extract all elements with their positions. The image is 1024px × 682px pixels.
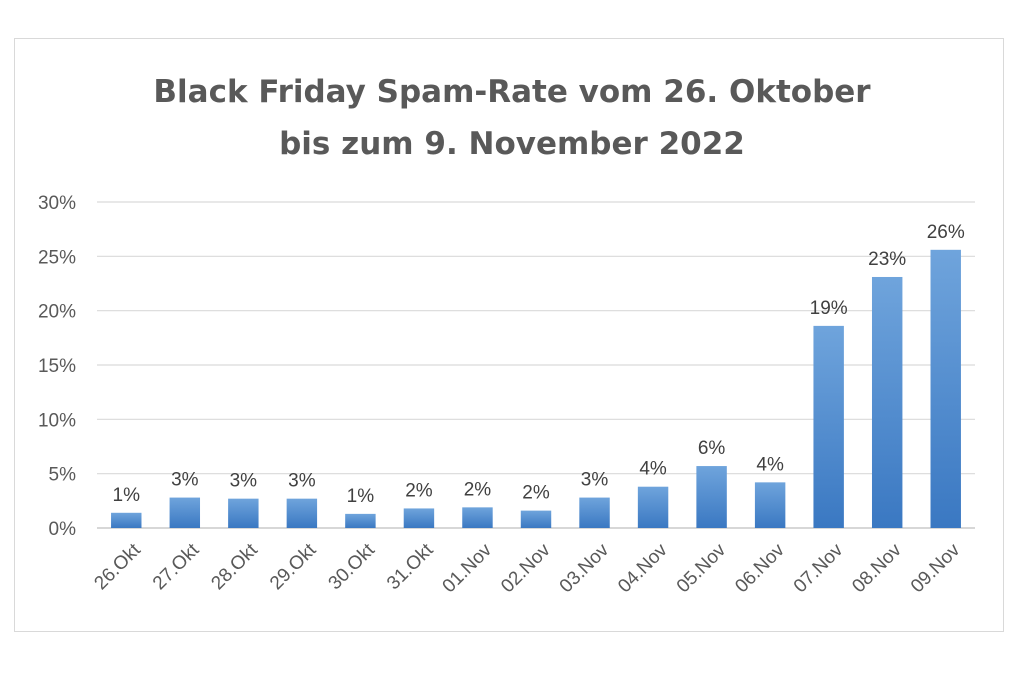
data-label: 2%	[522, 483, 550, 504]
x-tick-label: 09.Nov	[907, 539, 965, 597]
y-tick-label: 5%	[49, 465, 77, 486]
data-label: 4%	[639, 459, 667, 480]
x-tick-label: 31.Okt	[383, 539, 438, 594]
data-label: 3%	[581, 470, 609, 491]
x-tick-label: 07.Nov	[790, 539, 848, 597]
y-tick-label: 10%	[38, 410, 76, 431]
bar	[579, 497, 610, 528]
bar	[169, 497, 201, 528]
x-tick-label: 04.Nov	[614, 539, 672, 597]
x-tick-label: 01.Nov	[439, 539, 497, 597]
x-tick-label: 02.Nov	[497, 539, 555, 597]
x-tick-label: 03.Nov	[556, 539, 614, 597]
bar	[403, 508, 435, 528]
bar	[696, 466, 727, 528]
bar	[345, 513, 376, 528]
data-label: 3%	[230, 471, 258, 492]
y-tick-label: 0%	[49, 519, 77, 540]
bar	[813, 325, 844, 528]
bar	[930, 249, 961, 528]
y-tick-label: 20%	[38, 302, 76, 323]
x-tick-label: 28.Okt	[207, 539, 262, 594]
data-label: 2%	[464, 479, 492, 500]
x-tick-label: 29.Okt	[266, 539, 321, 594]
bar	[111, 512, 142, 528]
data-label: 3%	[171, 470, 199, 491]
data-label: 4%	[756, 454, 784, 475]
bar	[754, 482, 786, 528]
data-label: 23%	[868, 249, 906, 270]
data-label: 19%	[810, 298, 848, 319]
bar	[286, 498, 318, 528]
bar	[871, 276, 903, 528]
bar	[637, 486, 669, 528]
x-tick-label: 06.Nov	[731, 539, 789, 597]
data-label: 26%	[927, 222, 965, 243]
bar	[520, 510, 552, 528]
bar	[462, 507, 493, 528]
data-label: 2%	[405, 480, 433, 501]
data-label: 3%	[288, 471, 316, 492]
y-tick-label: 15%	[38, 356, 76, 377]
y-tick-label: 25%	[38, 247, 76, 268]
chart-title: Black Friday Spam-Rate vom 26. Oktober b…	[153, 74, 871, 162]
bar	[228, 498, 259, 528]
x-tick-label: 26.Okt	[90, 539, 145, 594]
x-tick-label: 08.Nov	[848, 539, 906, 597]
x-tick-label: 27.Okt	[149, 539, 204, 594]
data-label: 1%	[113, 485, 141, 506]
data-label: 6%	[698, 438, 726, 459]
x-tick-label: 30.Okt	[325, 539, 380, 594]
data-label: 1%	[347, 486, 375, 507]
y-tick-label: 30%	[38, 193, 76, 214]
x-tick-label: 05.Nov	[673, 539, 731, 597]
